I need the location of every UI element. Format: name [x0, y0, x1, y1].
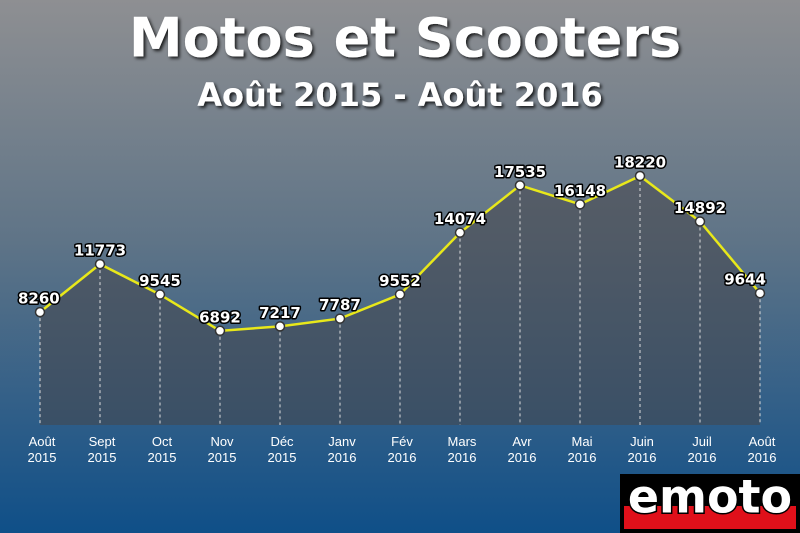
point — [154, 289, 166, 300]
x-tick-label-line: 2015 — [148, 450, 177, 465]
x-tick-label-line: 2016 — [328, 450, 357, 465]
x-tick-label-line: 2015 — [208, 450, 237, 465]
point — [694, 216, 706, 227]
point — [94, 258, 106, 270]
x-tick-label: Janv 2016 — [328, 434, 357, 465]
x-tick-label: Nov 2015 — [208, 434, 237, 465]
value-label: 11773 — [74, 242, 126, 260]
value-label: 17535 — [494, 163, 546, 181]
logo: emoto — [620, 468, 800, 533]
point — [34, 306, 46, 318]
point — [754, 287, 766, 299]
x-tick-label: Août 2016 — [748, 434, 777, 465]
value-label: 6892 — [199, 308, 241, 326]
logo-band — [624, 506, 796, 529]
value-label: 7217 — [259, 304, 301, 322]
x-tick-label-line: 2015 — [88, 450, 117, 465]
x-tick-label-line: Janv — [328, 434, 356, 449]
x-tick-label-line: Déc — [270, 434, 294, 449]
value-label: 14892 — [674, 199, 726, 217]
x-tick-label: Avr 2016 — [508, 434, 537, 465]
value-label: 9644 — [724, 271, 766, 289]
chart-title: Motos et Scooters — [129, 7, 681, 70]
point — [634, 170, 646, 182]
x-tick-label-line: 2016 — [568, 450, 597, 465]
x-tick-label-line: 2016 — [448, 450, 477, 465]
x-tick-label-line: Fév — [391, 434, 413, 449]
x-tick-label-line: Août — [29, 434, 56, 449]
x-tick-label-line: 2016 — [748, 450, 777, 465]
x-tick-label-line: Mars — [448, 434, 477, 449]
point — [334, 313, 346, 324]
x-tick-label-line: Sept — [89, 434, 116, 449]
point — [514, 180, 526, 191]
x-tick-label-line: Oct — [152, 434, 173, 449]
value-label: 9552 — [379, 272, 421, 290]
point — [454, 227, 466, 238]
x-tick-label-line: 2015 — [268, 450, 297, 465]
point — [214, 325, 226, 337]
value-label: 18220 — [614, 154, 666, 172]
x-tick-label-line: Mai — [572, 434, 593, 449]
x-tick-label-line: Août — [749, 434, 776, 449]
value-label: 16148 — [554, 182, 606, 200]
x-tick-label: Juin 2016 — [628, 434, 657, 465]
x-tick-label-line: 2016 — [388, 450, 417, 465]
logo-text: emoto — [628, 470, 792, 524]
value-label: 8260 — [18, 290, 60, 308]
x-tick-label-line: Nov — [210, 434, 234, 449]
x-tick-label-line: 2016 — [508, 450, 537, 465]
point — [274, 321, 286, 332]
x-tick-label-line: Juin — [630, 434, 654, 449]
x-tick-label: Déc 2015 — [268, 434, 297, 465]
x-tick-label-line: 2016 — [628, 450, 657, 465]
x-tick-label-line: Juil — [692, 434, 712, 449]
point — [574, 199, 586, 210]
x-tick-label-line: Avr — [512, 434, 532, 449]
value-label: 9545 — [139, 272, 181, 290]
x-tick-label: Oct 2015 — [148, 434, 177, 465]
chart-subtitle: Août 2015 - Août 2016 — [197, 76, 603, 114]
x-tick-label: Mars 2016 — [448, 434, 477, 465]
x-tick-label: Mai 2016 — [568, 434, 597, 465]
x-tick-label-line: 2016 — [688, 450, 717, 465]
point — [394, 289, 406, 300]
value-label: 14074 — [434, 210, 486, 228]
x-tick-label: Fév 2016 — [388, 434, 417, 465]
x-tick-label-line: 2015 — [28, 450, 57, 465]
x-tick-label: Août 2015 — [28, 434, 57, 465]
x-tick-label: Sept 2015 — [88, 434, 117, 465]
value-label: 7787 — [319, 296, 361, 314]
x-tick-label: Juil 2016 — [688, 434, 717, 465]
